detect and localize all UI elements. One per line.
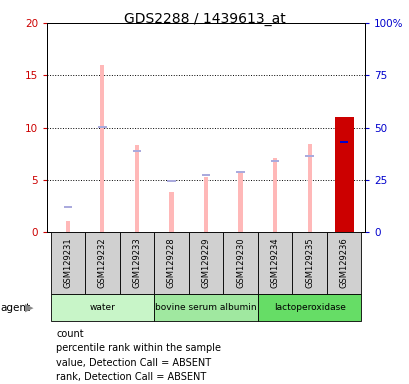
Bar — [203, 177, 208, 232]
Text: GSM129234: GSM129234 — [270, 238, 279, 288]
Bar — [188, 232, 223, 294]
Bar — [257, 294, 361, 321]
Bar — [169, 192, 173, 232]
Bar — [154, 294, 257, 321]
Text: GSM129228: GSM129228 — [166, 238, 175, 288]
Bar — [272, 158, 276, 232]
Bar — [201, 174, 210, 176]
Bar — [270, 160, 279, 162]
Text: GSM129230: GSM129230 — [236, 238, 245, 288]
Text: GSM129235: GSM129235 — [304, 238, 313, 288]
Bar — [98, 126, 106, 127]
Bar — [257, 232, 292, 294]
Bar — [100, 65, 104, 232]
Bar — [334, 117, 353, 232]
Bar — [85, 232, 119, 294]
Bar — [132, 150, 141, 152]
Text: GSM129229: GSM129229 — [201, 238, 210, 288]
Text: water: water — [89, 303, 115, 312]
Text: GDS2288 / 1439613_at: GDS2288 / 1439613_at — [124, 12, 285, 26]
Bar — [238, 173, 242, 232]
Bar — [65, 221, 70, 232]
Text: GSM129231: GSM129231 — [63, 238, 72, 288]
Text: percentile rank within the sample: percentile rank within the sample — [56, 343, 220, 353]
Bar — [63, 206, 72, 208]
Bar — [50, 232, 85, 294]
Bar — [236, 170, 244, 173]
Bar — [292, 232, 326, 294]
Text: value, Detection Call = ABSENT: value, Detection Call = ABSENT — [56, 358, 211, 368]
Bar — [119, 232, 154, 294]
Text: bovine serum albumin: bovine serum albumin — [155, 303, 256, 312]
Text: rank, Detection Call = ABSENT: rank, Detection Call = ABSENT — [56, 372, 206, 382]
Text: GSM129236: GSM129236 — [339, 238, 348, 288]
Bar — [339, 141, 348, 143]
Bar — [326, 232, 361, 294]
Text: ▶: ▶ — [25, 303, 33, 313]
Bar — [50, 294, 154, 321]
Bar — [305, 155, 313, 157]
Bar — [135, 146, 139, 232]
Text: lactoperoxidase: lactoperoxidase — [273, 303, 345, 312]
Text: GSM129233: GSM129233 — [132, 238, 141, 288]
Bar — [154, 232, 188, 294]
Bar — [167, 180, 175, 182]
Text: count: count — [56, 328, 83, 339]
Text: GSM129232: GSM129232 — [98, 238, 107, 288]
Bar — [307, 144, 311, 232]
Text: agent: agent — [1, 303, 31, 313]
Bar — [223, 232, 257, 294]
